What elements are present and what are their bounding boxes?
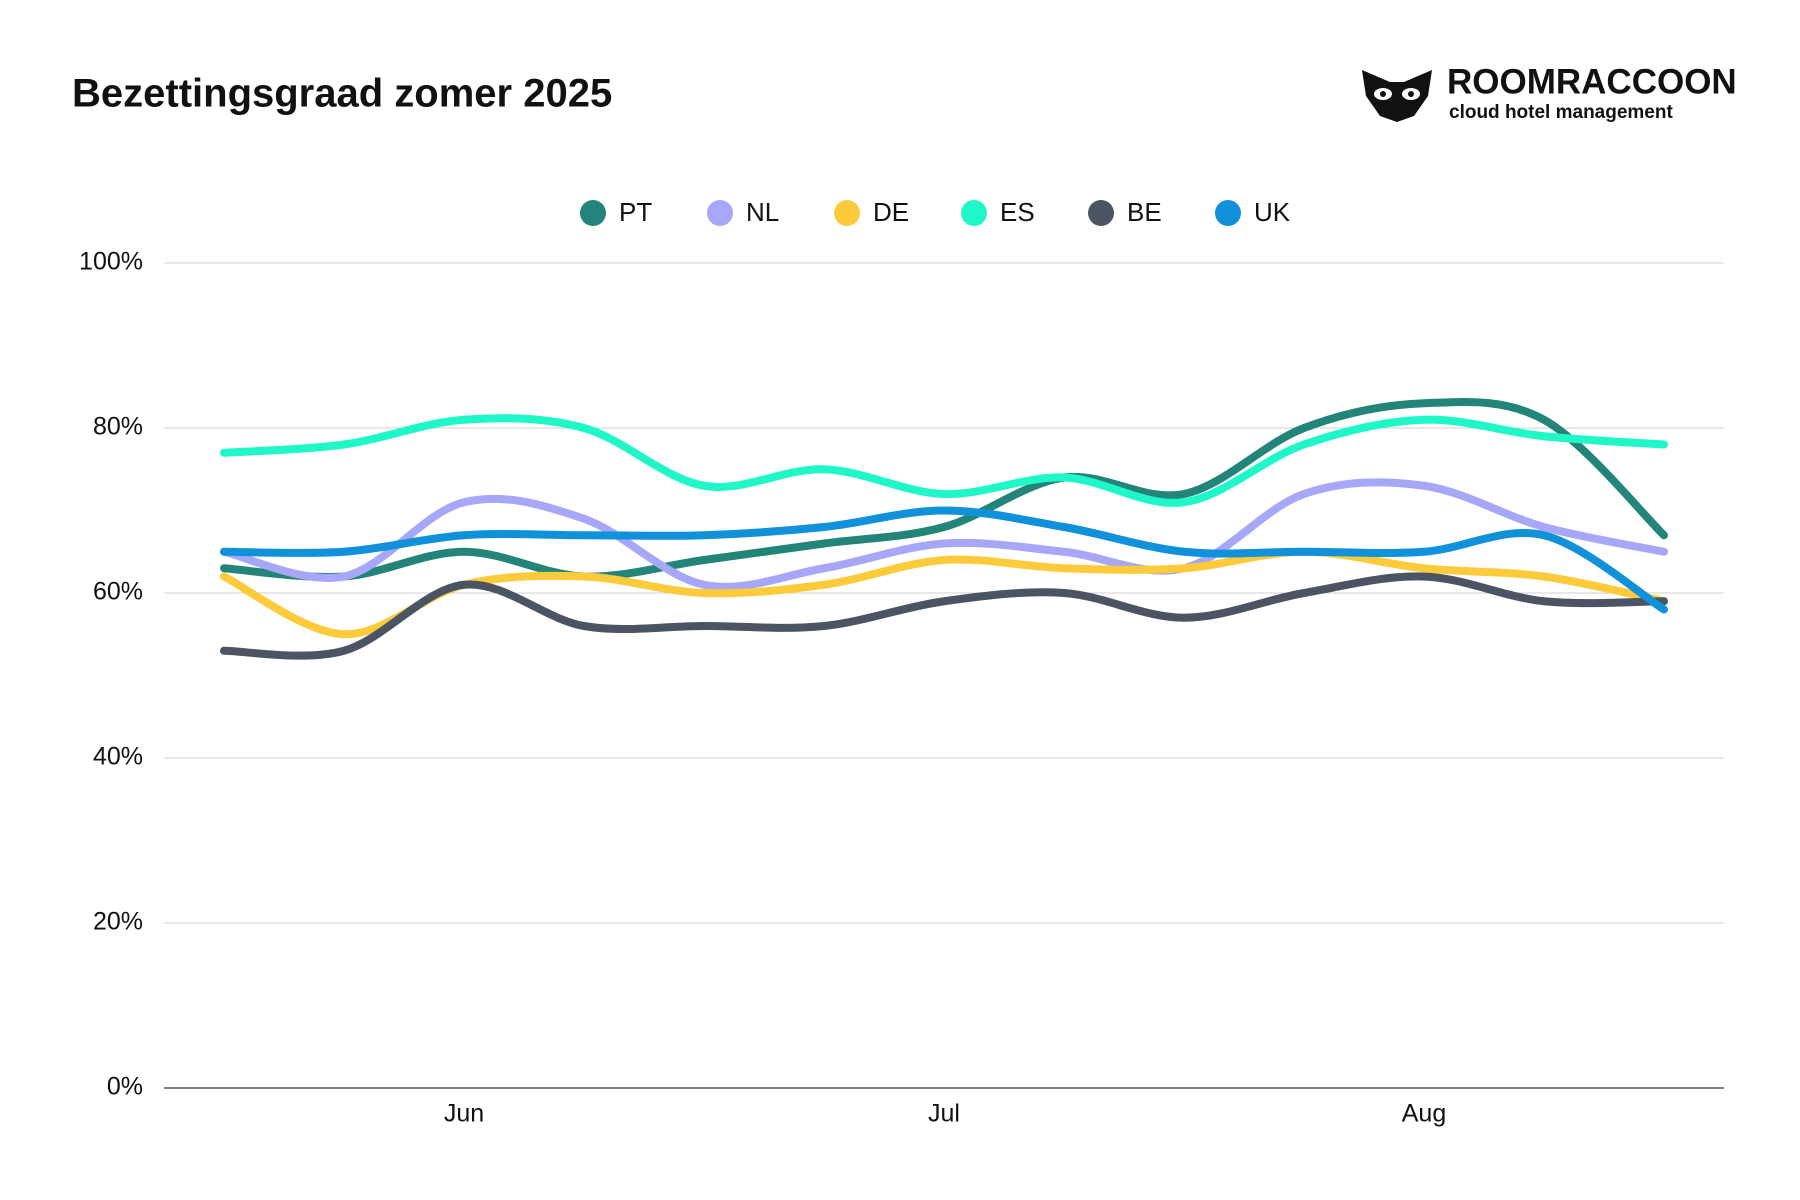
legend-label: ES bbox=[1000, 197, 1035, 227]
legend-swatch bbox=[1088, 200, 1114, 226]
legend-label: NL bbox=[746, 197, 779, 227]
x-tick-label: Jun bbox=[444, 1100, 484, 1128]
legend-label: PT bbox=[619, 197, 652, 227]
line bbox=[220, 414, 1668, 507]
logo-pupil bbox=[1408, 91, 1414, 97]
legend-label: BE bbox=[1127, 197, 1162, 227]
y-tick-label: 60% bbox=[93, 578, 143, 606]
logo-icon bbox=[1362, 70, 1432, 122]
y-tick-label: 40% bbox=[93, 743, 143, 771]
legend-swatch bbox=[707, 200, 733, 226]
logo-name: ROOMRACCOON bbox=[1447, 62, 1737, 101]
legend-label: DE bbox=[873, 197, 909, 227]
logo: ROOMRACCOON cloud hotel management bbox=[1362, 62, 1737, 123]
line bbox=[220, 572, 1668, 660]
line bbox=[220, 478, 1668, 591]
y-tick-label: 0% bbox=[107, 1073, 143, 1101]
legend-swatch bbox=[961, 200, 987, 226]
y-tick-label: 20% bbox=[93, 908, 143, 936]
y-tick-label: 100% bbox=[79, 248, 143, 276]
x-tick-label: Aug bbox=[1402, 1100, 1446, 1128]
y-tick-label: 80% bbox=[93, 413, 143, 441]
chart-title: Bezettingsgraad zomer 2025 bbox=[72, 72, 612, 116]
legend-swatch bbox=[834, 200, 860, 226]
logo-pupil bbox=[1380, 91, 1386, 97]
logo-tagline: cloud hotel management bbox=[1449, 102, 1673, 123]
line bbox=[220, 506, 1668, 614]
line bbox=[220, 398, 1668, 581]
legend-label: UK bbox=[1254, 197, 1291, 227]
x-tick-label: Jul bbox=[928, 1100, 960, 1128]
legend-swatch bbox=[1215, 200, 1241, 226]
legend-swatch bbox=[580, 200, 606, 226]
